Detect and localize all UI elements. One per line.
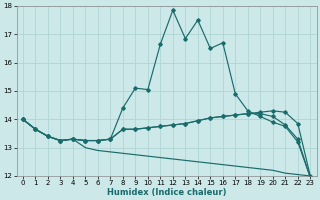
X-axis label: Humidex (Indice chaleur): Humidex (Indice chaleur) — [107, 188, 226, 197]
